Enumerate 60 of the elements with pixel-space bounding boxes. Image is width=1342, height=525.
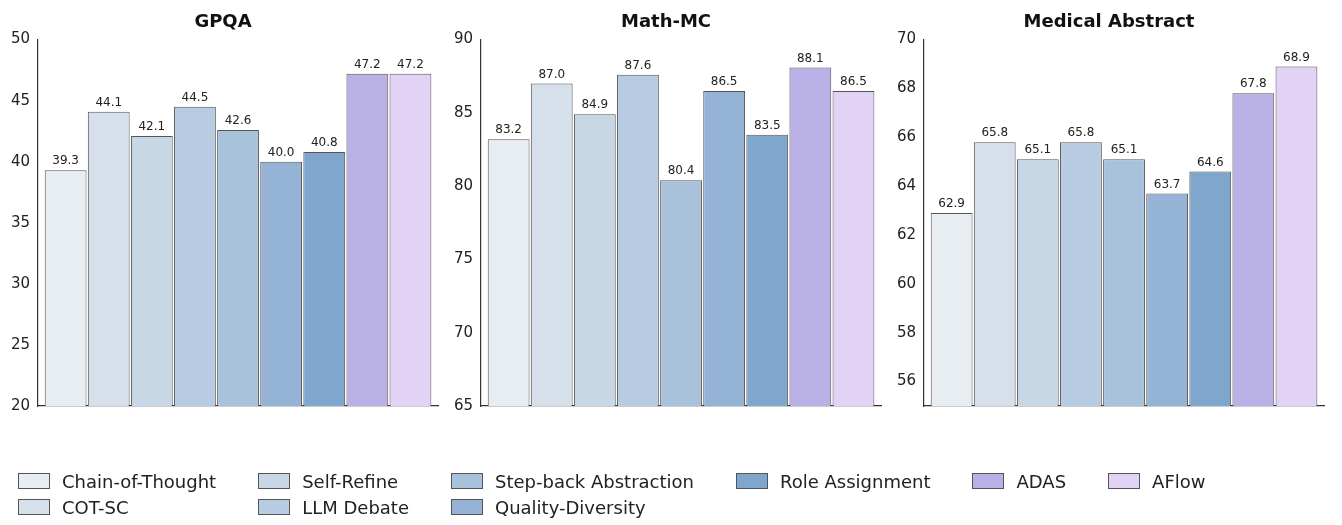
data-label: 80.4 <box>667 163 695 178</box>
chart-title: Medical Abstract <box>1023 10 1195 32</box>
y-tick-label: 50 <box>10 29 31 48</box>
y-tick-label: 62 <box>896 224 917 243</box>
y-tick-label: 68 <box>896 78 917 97</box>
data-label: 65.8 <box>981 125 1009 140</box>
data-label: 47.2 <box>397 56 424 71</box>
y-tick-label: 85 <box>453 102 474 121</box>
y-tick-label: 25 <box>10 334 31 353</box>
legend-label: Step-back Abstraction <box>495 470 694 492</box>
data-label: 42.1 <box>138 119 166 134</box>
legend-label: Chain-of-Thought <box>62 470 217 492</box>
data-label: 68.9 <box>1283 49 1310 64</box>
y-tick-label: 80 <box>453 176 474 195</box>
data-label: 44.1 <box>95 94 123 109</box>
data-label: 87.6 <box>624 57 652 72</box>
y-tick-label: 70 <box>453 322 474 341</box>
y-tick-label: 30 <box>10 273 31 292</box>
legend-label: LLM Debate <box>302 496 410 518</box>
data-label: 40.0 <box>267 144 295 159</box>
data-label: 62.9 <box>938 196 965 211</box>
data-label: 65.1 <box>1024 142 1052 157</box>
legend-label: Quality-Diversity <box>495 496 646 518</box>
legend-label: Self-Refine <box>302 470 399 492</box>
data-label: 83.2 <box>495 122 522 137</box>
chart-title: GPQA <box>194 10 252 32</box>
y-tick-label: 64 <box>896 176 917 195</box>
data-label: 67.8 <box>1239 76 1267 91</box>
y-tick-label: 60 <box>896 273 917 292</box>
legend-label: ADAS <box>1016 470 1067 492</box>
data-label: 84.9 <box>581 97 609 112</box>
y-tick-label: 40 <box>10 151 31 170</box>
data-label: 65.1 <box>1110 142 1138 157</box>
data-label: 47.2 <box>353 56 381 71</box>
y-tick-label: 65 <box>453 395 474 414</box>
y-tick-label: 45 <box>10 90 31 109</box>
y-tick-label: 75 <box>453 249 474 268</box>
legend-label: Role Assignment <box>779 470 931 492</box>
y-tick-label: 56 <box>896 371 917 390</box>
legend-label: COT-SC <box>62 496 129 518</box>
chart-title: Math-MC <box>620 10 712 32</box>
data-label: 44.5 <box>181 89 209 104</box>
y-tick-label: 90 <box>453 29 474 48</box>
data-label: 87.0 <box>538 66 566 81</box>
data-label: 88.1 <box>796 50 824 65</box>
data-label: 64.6 <box>1196 154 1224 169</box>
data-label: 63.7 <box>1153 176 1181 191</box>
y-tick-label: 35 <box>10 212 31 231</box>
data-label: 42.6 <box>224 113 252 128</box>
y-tick-label: 66 <box>896 127 917 146</box>
data-label: 40.8 <box>310 135 338 150</box>
data-label: 83.5 <box>753 117 781 132</box>
data-label: 39.3 <box>52 153 79 168</box>
y-tick-label: 70 <box>896 29 917 48</box>
legend-label: AFlow <box>1152 470 1206 492</box>
y-tick-label: 58 <box>896 322 917 341</box>
data-label: 65.8 <box>1067 125 1095 140</box>
y-tick-label: 20 <box>10 395 31 414</box>
data-label: 86.5 <box>840 74 867 89</box>
data-label: 86.5 <box>710 74 738 89</box>
